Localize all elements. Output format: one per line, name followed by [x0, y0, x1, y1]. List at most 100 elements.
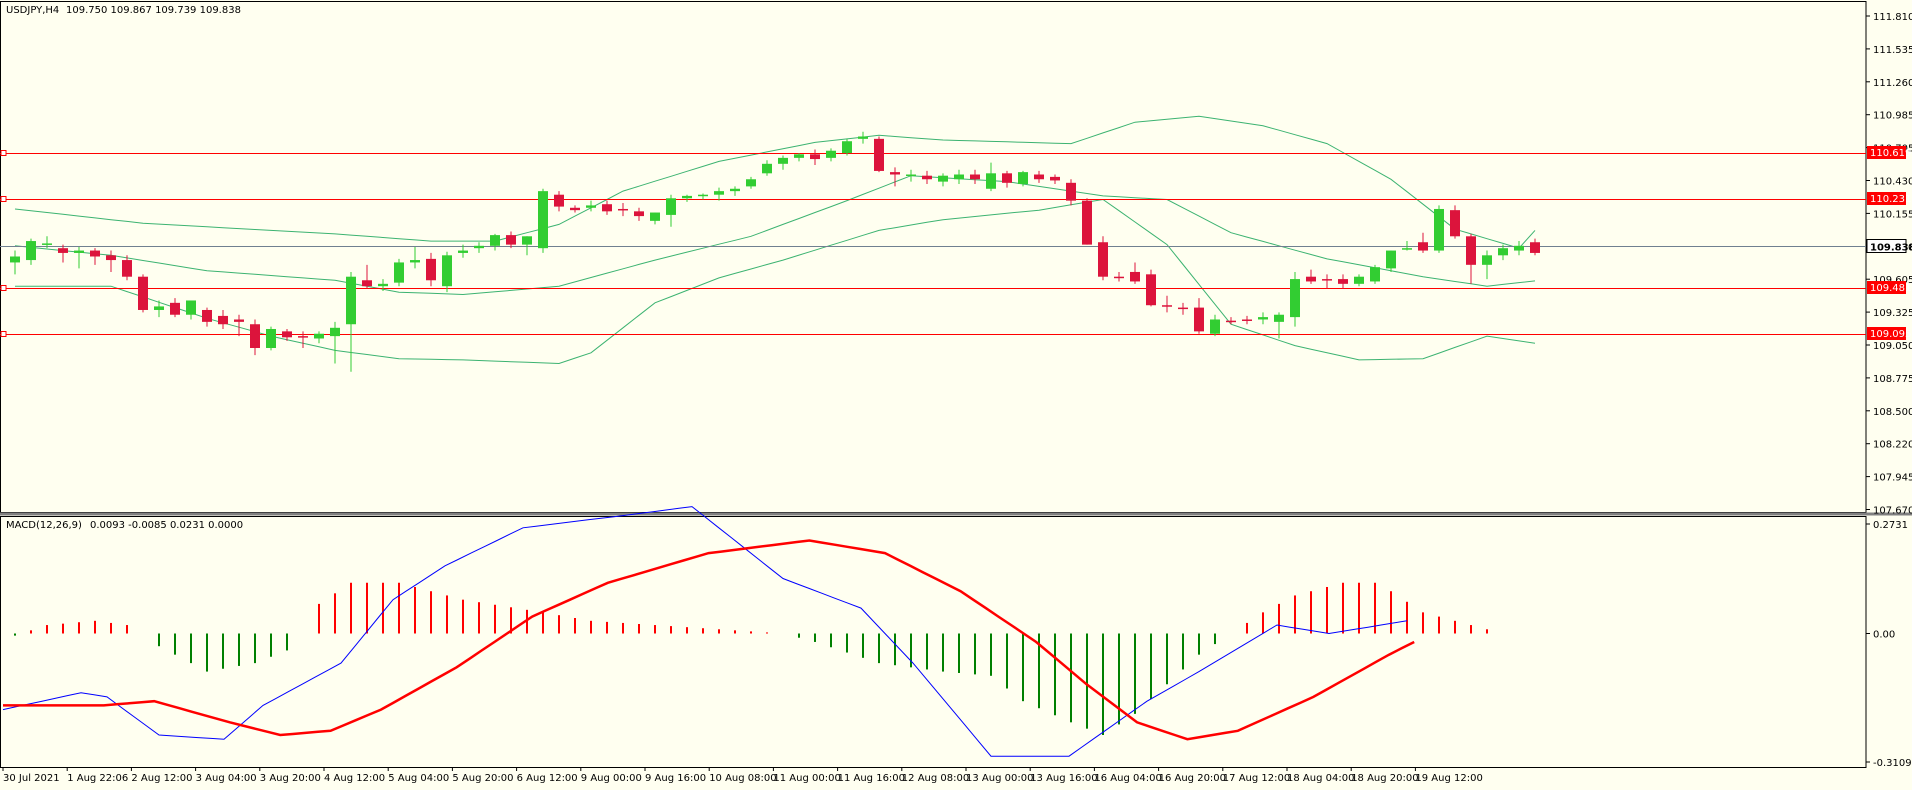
time-tick-label: 2 Aug 12:00: [131, 773, 192, 784]
time-tick-label: 18 Aug 20:00: [1351, 773, 1418, 784]
candle-body: [794, 154, 804, 158]
candle-body: [1482, 255, 1492, 265]
price-tick-label: 108.500: [1873, 407, 1912, 418]
candle-body: [586, 205, 596, 208]
candle: [314, 331, 324, 344]
time-tick-label: 30 Jul 2021: [3, 773, 60, 784]
candle-body: [1146, 274, 1156, 306]
candle: [474, 242, 484, 253]
time-tick-label: 11 Aug 16:00: [838, 773, 905, 784]
candle-body: [154, 306, 164, 310]
candle-body: [746, 179, 756, 187]
candle-body: [1050, 176, 1060, 181]
candle: [10, 250, 20, 275]
candle-body: [698, 194, 708, 197]
price-tick-label: 108.220: [1873, 440, 1912, 451]
candle: [1530, 238, 1540, 256]
candle: [1050, 174, 1060, 185]
time-tick-label: 10 Aug 08:00: [709, 773, 776, 784]
time-tick-label: 4 Aug 12:00: [324, 773, 385, 784]
candle: [954, 169, 964, 185]
macd-tick-label: 0.2731: [1873, 520, 1908, 531]
candle: [1162, 295, 1172, 313]
candle-body: [106, 255, 116, 261]
candle: [890, 167, 900, 187]
candle-body: [170, 302, 180, 315]
level-price-tag-text: 109.481: [1870, 283, 1911, 294]
time-tick-label: 9 Aug 16:00: [645, 773, 706, 784]
candle: [234, 314, 244, 337]
price-tick-label: 110.985: [1873, 111, 1912, 122]
candle: [554, 191, 564, 212]
price-tick-label: 107.670: [1873, 506, 1912, 517]
candle: [1242, 315, 1252, 325]
candle-body: [74, 250, 84, 253]
main-price-pane[interactable]: [0, 1, 1912, 516]
candle: [1258, 312, 1268, 325]
candle-body: [346, 276, 356, 325]
candle: [170, 298, 180, 318]
candle-body: [138, 276, 148, 310]
horizontal-levels[interactable]: [0, 150, 1866, 337]
time-tick-label: 13 Aug 00:00: [966, 773, 1033, 784]
candle: [1002, 170, 1012, 188]
candle: [1146, 269, 1156, 307]
candle: [858, 131, 868, 144]
time-tick-label: 18 Aug 04:00: [1287, 773, 1354, 784]
candle: [1386, 250, 1396, 272]
candle: [1194, 298, 1204, 334]
price-tick-label: 111.260: [1873, 78, 1912, 89]
level-price-tag: [1867, 281, 1906, 294]
macd-pane-frame: [0, 516, 1867, 768]
candle: [266, 326, 276, 351]
candle-body: [298, 336, 308, 338]
level-handle-4[interactable]: [0, 331, 7, 337]
candle-body: [1450, 210, 1460, 237]
macd-pane[interactable]: [0, 506, 1867, 768]
candle-body: [714, 191, 724, 195]
candle: [1210, 314, 1220, 337]
candle-body: [266, 328, 276, 349]
candle-body: [362, 280, 372, 287]
candle-body: [1274, 314, 1284, 322]
time-tick-label: 16 Aug 20:00: [1159, 773, 1226, 784]
candle: [1466, 233, 1476, 284]
candle: [426, 252, 436, 287]
candle-body: [1066, 182, 1076, 201]
candle: [186, 300, 196, 320]
candle-body: [1386, 250, 1396, 269]
candle-body: [1354, 276, 1364, 284]
level-price-tag: [1867, 146, 1906, 159]
candle: [570, 205, 580, 213]
candle-body: [778, 157, 788, 164]
candle-body: [122, 260, 132, 277]
candle-body: [58, 248, 68, 253]
macd-header-values: 0.0093 -0.0085 0.0231 0.0000: [90, 520, 243, 531]
candle: [1338, 274, 1348, 289]
level-handle-2[interactable]: [0, 196, 7, 202]
candle-body: [1466, 236, 1476, 265]
candle: [842, 138, 852, 156]
candle-body: [810, 154, 820, 160]
candle-body: [1306, 276, 1316, 282]
candle-body: [314, 333, 324, 339]
candle: [218, 309, 228, 329]
level-handle-1[interactable]: [0, 150, 7, 156]
time-tick-label: 3 Aug 04:00: [196, 773, 257, 784]
candle: [250, 319, 260, 356]
chart-header-ohlc: 109.750 109.867 109.739 109.838: [66, 5, 241, 16]
candle: [1018, 170, 1028, 187]
candle: [650, 212, 660, 225]
price-tick-label: 109.050: [1873, 341, 1912, 352]
candle-body: [282, 331, 292, 338]
price-tick-label: 109.325: [1873, 308, 1912, 319]
candle: [1322, 274, 1332, 289]
candle-body: [10, 256, 20, 263]
candle: [1306, 269, 1316, 284]
candle: [362, 264, 372, 289]
candle: [666, 194, 676, 227]
level-handle-3[interactable]: [0, 285, 7, 291]
candle-body: [970, 174, 980, 180]
candle-body: [570, 207, 580, 211]
